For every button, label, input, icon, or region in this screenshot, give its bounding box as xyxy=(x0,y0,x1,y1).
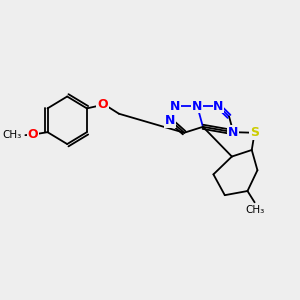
Text: N: N xyxy=(192,100,202,112)
Text: S: S xyxy=(250,126,259,139)
Text: N: N xyxy=(228,126,238,139)
Text: N: N xyxy=(170,100,180,112)
Text: CH₃: CH₃ xyxy=(245,205,264,215)
Text: O: O xyxy=(97,98,108,111)
Text: N: N xyxy=(165,114,175,127)
Text: N: N xyxy=(213,100,224,112)
Text: CH₃: CH₃ xyxy=(3,130,22,140)
Text: O: O xyxy=(27,128,38,141)
